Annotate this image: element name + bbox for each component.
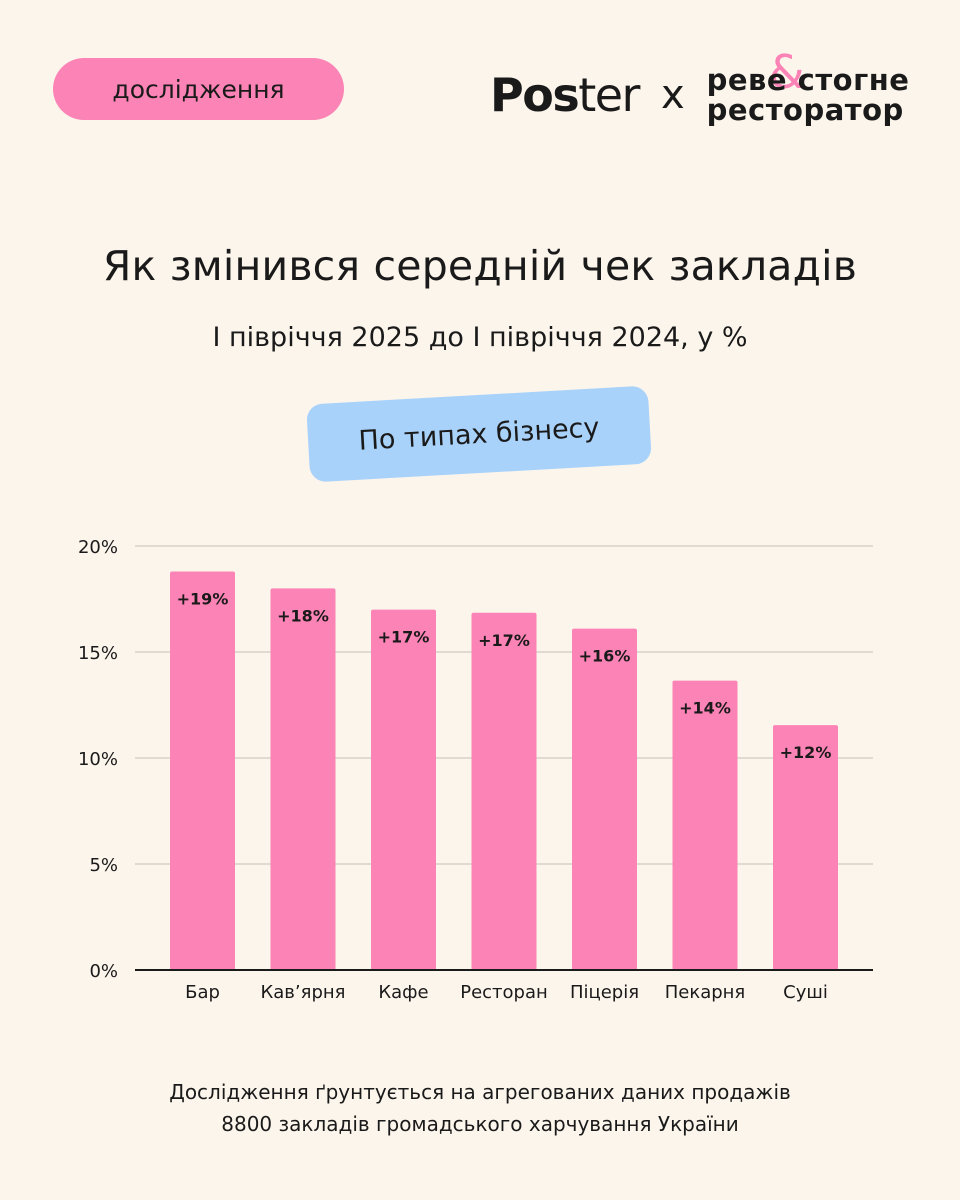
page-title: Як змінився середній чек закладів [102,242,858,290]
research-badge: дослідження [53,58,344,120]
data-label: +17% [378,628,430,647]
partner-logo-line2: ресторатор [706,93,904,127]
x-tick-label: Пекарня [665,982,746,1003]
footnote: Дослідження ґрунтується на агрегованих д… [0,1076,960,1140]
y-tick-label: 0% [89,961,118,982]
partner-logo-ampersand: & [768,45,805,99]
logo-separator: x [660,72,685,118]
footnote-line2: 8800 закладів громадського харчування Ук… [221,1112,739,1136]
bar [672,680,738,970]
data-label: +19% [177,589,229,608]
bar-chart: 0% 5% 10% 15% 20% +19% Бар +18% Кав’ярня +17% Кафе… [78,537,873,1003]
y-tick-label: 5% [89,855,118,876]
y-tick-label: 10% [78,749,118,770]
partner-logo-line1: реве стогне [706,63,910,97]
y-tick-label: 20% [78,537,118,558]
x-tick-label: Бар [185,982,220,1003]
data-label: +16% [579,647,631,666]
x-tick-label: Суші [783,982,828,1003]
data-label: +14% [679,699,731,718]
bar [170,571,235,970]
bar [270,588,336,970]
page-subtitle: І півріччя 2025 до І півріччя 2024, у % [212,322,748,353]
x-tick-label: Кафе [378,982,428,1003]
partner-logo: & реве стогне ресторатор [706,49,910,127]
poster-logo-light: ter [578,68,640,122]
segment-label-text: По типах бізнесу [357,411,601,457]
data-label: +12% [780,743,832,762]
x-tick-label: Піцерія [570,982,639,1003]
research-badge-label: дослідження [112,74,285,104]
bar [773,725,838,970]
partner-logos: Poster x & реве стогне ресторатор [490,49,910,130]
segment-label: По типах бізнесу [306,385,652,483]
data-label: +18% [277,606,329,625]
footnote-line1: Дослідження ґрунтується на агрегованих д… [169,1080,791,1104]
x-tick-label: Ресторан [460,982,548,1003]
bar [572,628,637,970]
x-tick-label: Кав’ярня [261,982,346,1003]
y-tick-label: 15% [78,643,118,664]
bar [471,612,537,970]
poster-logo: Poster [490,68,640,122]
data-label: +17% [478,631,530,650]
bar [371,609,436,970]
poster-logo-bold: Pos [490,68,580,122]
